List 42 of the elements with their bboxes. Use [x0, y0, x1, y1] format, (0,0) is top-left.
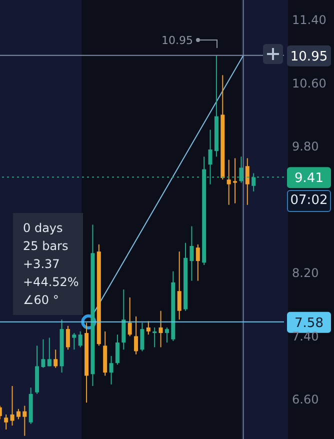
- candlestick: [146, 320, 150, 336]
- candlestick: [109, 355, 114, 385]
- candlestick: [196, 244, 200, 282]
- candlestick: [78, 330, 82, 348]
- candlestick: [66, 325, 70, 350]
- y-tick-label: 8.20: [292, 266, 319, 280]
- annotation: 25 bars: [23, 238, 70, 255]
- y-tick-label: 10.60: [292, 76, 326, 90]
- candlestick: [47, 337, 52, 367]
- annotation: 10.95: [162, 34, 194, 48]
- candlestick: [10, 386, 14, 426]
- annotation: 0 days: [23, 220, 64, 237]
- candlestick: [115, 334, 120, 366]
- candlestick: [54, 349, 58, 368]
- y-tick-label: 7.40: [292, 329, 319, 344]
- candlestick: [22, 405, 27, 436]
- candlestick: [16, 408, 20, 420]
- candlestick: [233, 158, 238, 204]
- candlestick: [72, 332, 76, 350]
- candlestick: [140, 322, 144, 352]
- candlestick: [226, 159, 231, 206]
- annotation: +3.37: [23, 256, 61, 273]
- y-tick-label: 9.80: [292, 140, 319, 154]
- candlestick: [190, 226, 194, 282]
- text: 07:02: [287, 190, 331, 212]
- annotation: ∠60 °: [23, 292, 60, 309]
- candlestick: [158, 310, 163, 348]
- candlestick: [164, 326, 169, 343]
- ref-line-label: 10.95: [290, 49, 328, 64]
- candlestick: [122, 289, 126, 350]
- annotation: +44.52%: [23, 274, 80, 291]
- y-tick-label: 6.60: [292, 392, 319, 407]
- y-tick-label: 11.40: [292, 13, 326, 28]
- candlestick: [134, 316, 138, 355]
- ref-line-label: 7.58: [294, 316, 324, 331]
- candlestick: [4, 414, 8, 430]
- candlestick: [177, 251, 182, 320]
- candlestick: [152, 326, 157, 348]
- candlestick: [128, 296, 132, 337]
- candlestick: [41, 338, 46, 368]
- candlestick: [245, 158, 250, 206]
- ref-line-label: 9.41: [294, 171, 324, 186]
